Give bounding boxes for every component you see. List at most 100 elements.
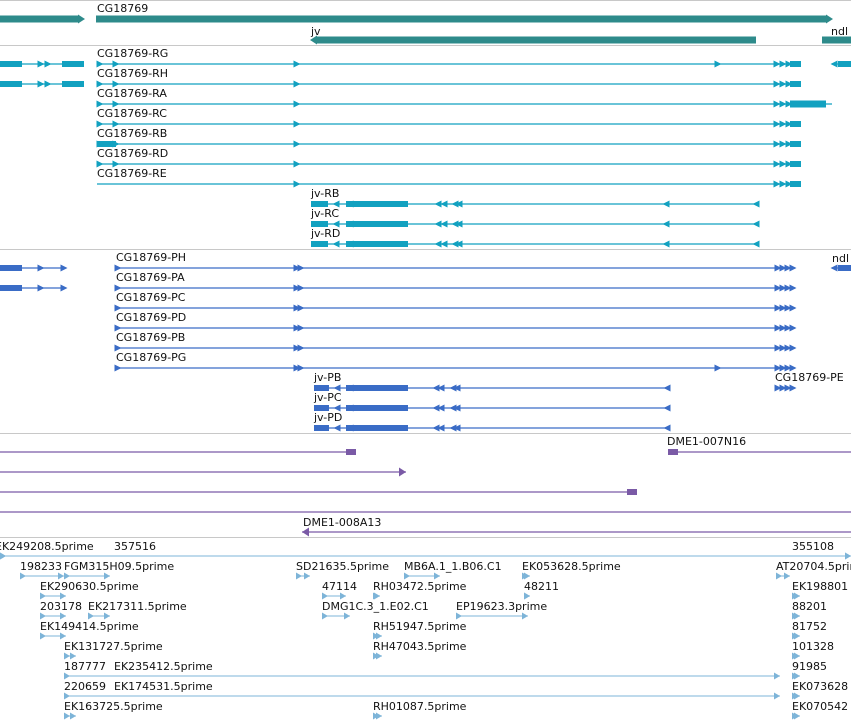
est-label: 47114 (322, 580, 357, 593)
est-label: EK217311.5prime (88, 600, 187, 613)
est-feature[interactable] (373, 592, 380, 600)
transcript-feature[interactable] (311, 220, 760, 228)
protein-feature[interactable] (114, 364, 797, 372)
est-feature[interactable] (524, 592, 530, 600)
est-feature[interactable] (40, 612, 66, 620)
est-label: 357516 (114, 540, 156, 553)
protein-feature[interactable] (114, 344, 797, 352)
protein-feature[interactable] (314, 404, 671, 412)
est-label: 355108 (792, 540, 834, 553)
transcript-label: jv-RD (310, 227, 340, 240)
est-feature[interactable] (373, 632, 382, 640)
protein-label: CG18769-PH (116, 251, 186, 264)
transcript-label: CG18769-RB (97, 127, 167, 140)
transcript-feature[interactable] (830, 60, 851, 68)
est-label: 88201 (792, 600, 827, 613)
est-feature[interactable] (792, 672, 800, 680)
est-feature[interactable] (296, 572, 310, 580)
protein-feature[interactable] (114, 264, 797, 272)
est-feature[interactable] (88, 612, 110, 620)
est-label: EK198801 (792, 580, 848, 593)
est-feature[interactable] (522, 572, 530, 580)
est-label: SD21635.5prime (296, 560, 389, 573)
est-feature[interactable] (792, 592, 800, 600)
est-feature[interactable] (64, 672, 780, 680)
protein-label: CG18769-PE (775, 371, 844, 384)
est-feature[interactable] (64, 712, 76, 720)
est-feature[interactable] (792, 612, 800, 620)
transcript-feature[interactable] (0, 80, 84, 88)
gene-bar[interactable] (96, 14, 833, 24)
est-feature[interactable] (792, 632, 800, 640)
clone-feature[interactable] (302, 527, 851, 537)
protein-feature[interactable] (114, 304, 797, 312)
protein-label: CG18769-PA (116, 271, 185, 284)
transcript-label: jv-RC (310, 207, 339, 220)
est-feature[interactable] (792, 712, 800, 720)
protein-feature[interactable] (314, 384, 671, 392)
est-feature[interactable] (792, 692, 800, 700)
gene-bar[interactable] (0, 14, 85, 24)
est-feature[interactable] (40, 632, 66, 640)
est-label: RH47043.5prime (373, 640, 467, 653)
transcript-feature[interactable] (96, 60, 802, 68)
est-feature[interactable] (322, 592, 346, 600)
est-feature[interactable] (792, 652, 800, 660)
est-feature[interactable] (0, 552, 851, 560)
transcript-label: CG18769-RD (97, 147, 168, 160)
est-label: EK073628 (792, 680, 848, 693)
protein-feature[interactable] (114, 284, 797, 292)
gene-label: jv (310, 25, 321, 38)
clone-feature[interactable] (668, 449, 851, 455)
protein-label: ndl (832, 252, 849, 265)
est-feature[interactable] (776, 572, 790, 580)
est-feature[interactable] (64, 572, 110, 580)
est-feature[interactable] (456, 612, 528, 620)
protein-feature[interactable] (114, 324, 797, 332)
est-label: 220659 (64, 680, 106, 693)
est-label: RH51947.5prime (373, 620, 467, 633)
est-feature[interactable] (373, 652, 382, 660)
clone-label: DME1-008A13 (303, 516, 381, 529)
transcript-feature[interactable] (96, 120, 802, 128)
est-feature[interactable] (404, 572, 440, 580)
transcript-feature[interactable] (96, 140, 802, 148)
est-label: EK249208.5prime (0, 540, 94, 553)
protein-feature[interactable] (830, 264, 851, 272)
est-feature[interactable] (322, 612, 350, 620)
est-label: 198233 (20, 560, 62, 573)
protein-feature[interactable] (0, 284, 68, 292)
transcript-feature[interactable] (311, 240, 760, 248)
est-feature[interactable] (40, 592, 66, 600)
transcript-label: CG18769-RG (97, 47, 168, 60)
transcript-feature[interactable] (96, 160, 802, 168)
gene-bar[interactable] (822, 36, 851, 44)
transcript-feature[interactable] (0, 60, 84, 68)
protein-feature[interactable] (0, 264, 68, 272)
clone-feature[interactable] (0, 467, 406, 477)
est-feature[interactable] (64, 652, 76, 660)
clone-feature[interactable] (0, 489, 637, 495)
est-label: 81752 (792, 620, 827, 633)
gene-bar[interactable] (310, 35, 756, 45)
est-label: EK070542 (792, 700, 848, 713)
est-label: EK053628.5prime (522, 560, 621, 573)
gene-label: CG18769 (97, 2, 148, 15)
transcript-label: CG18769-RE (97, 167, 167, 180)
est-label: EK290630.5prime (40, 580, 139, 593)
transcript-feature[interactable] (97, 180, 801, 188)
est-feature[interactable] (20, 572, 64, 580)
protein-feature[interactable] (774, 384, 797, 392)
est-feature[interactable] (64, 692, 780, 700)
transcript-feature[interactable] (311, 200, 760, 208)
est-label: 91985 (792, 660, 827, 673)
clone-feature[interactable] (0, 449, 356, 455)
protein-label: CG18769-PG (116, 351, 186, 364)
transcript-label: CG18769-RC (97, 107, 167, 120)
protein-feature[interactable] (314, 424, 671, 432)
protein-label: CG18769-PC (116, 291, 186, 304)
est-feature[interactable] (373, 712, 382, 720)
transcript-feature[interactable] (96, 80, 802, 88)
transcript-feature[interactable] (96, 100, 833, 108)
protein-label: jv-PB (313, 371, 341, 384)
